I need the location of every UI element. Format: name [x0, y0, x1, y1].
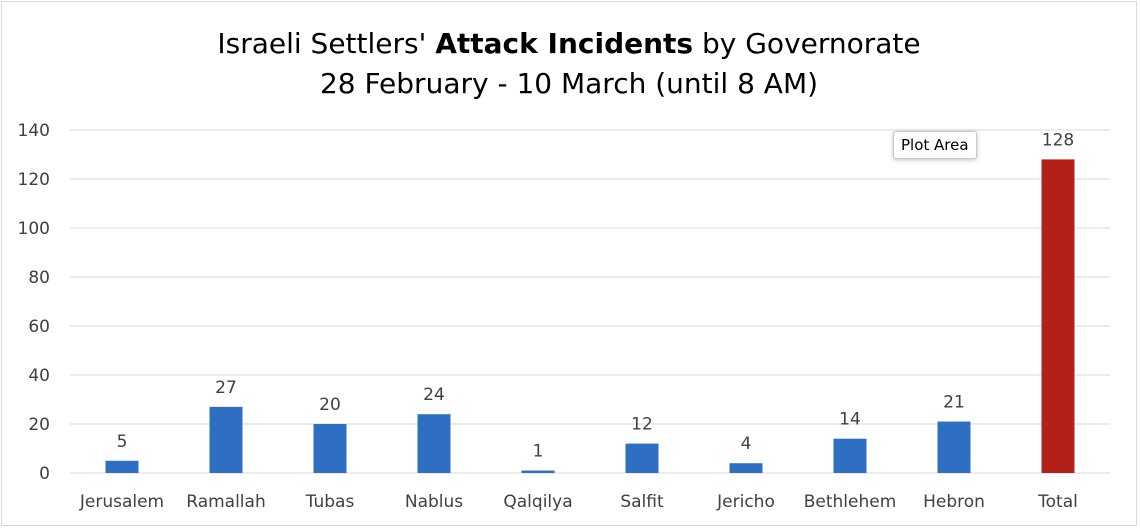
- data-label: 5: [117, 432, 128, 452]
- y-tick-label: 60: [28, 317, 50, 337]
- bar[interactable]: [729, 463, 763, 473]
- y-tick-label: 20: [28, 415, 50, 435]
- y-tick-label: 40: [28, 366, 50, 386]
- chart-title-suffix: by Governorate: [693, 27, 921, 60]
- bar[interactable]: [1041, 159, 1075, 473]
- data-label: 1: [533, 442, 544, 462]
- y-tick-label: 100: [18, 219, 50, 239]
- bar[interactable]: [209, 406, 243, 473]
- bar[interactable]: [417, 414, 451, 473]
- chart-title-line1: Israeli Settlers' Attack Incidents by Go…: [0, 24, 1138, 64]
- x-tick-label: Jericho: [716, 492, 775, 512]
- y-tick-label: 0: [39, 464, 50, 484]
- data-label: 14: [839, 410, 861, 430]
- bar[interactable]: [833, 438, 867, 473]
- data-label: 20: [319, 395, 341, 415]
- data-label: 21: [943, 393, 965, 413]
- x-tick-label: Ramallah: [186, 492, 265, 512]
- chart-title-bold: Attack Incidents: [435, 27, 694, 60]
- data-label: 4: [741, 434, 752, 454]
- x-tick-label: Salfit: [620, 492, 664, 512]
- data-label: 128: [1042, 130, 1074, 150]
- y-tick-label: 140: [18, 121, 50, 141]
- x-tick-label: Jerusalem: [79, 492, 164, 512]
- chart-title: Israeli Settlers' Attack Incidents by Go…: [0, 24, 1138, 104]
- y-tick-label: 120: [18, 170, 50, 190]
- x-tick-label: Bethlehem: [804, 492, 897, 512]
- x-tick-label: Qalqilya: [503, 492, 572, 512]
- y-tick-label: 80: [28, 268, 50, 288]
- chart-title-line2: 28 February - 10 March (until 8 AM): [319, 67, 819, 100]
- bar[interactable]: [625, 443, 659, 473]
- data-label: 27: [215, 378, 237, 398]
- x-tick-label: Tubas: [305, 492, 355, 512]
- bar[interactable]: [313, 424, 347, 473]
- x-tick-label: Hebron: [923, 492, 985, 512]
- chart-title-prefix: Israeli Settlers': [217, 27, 436, 60]
- bar[interactable]: [105, 460, 139, 473]
- plot-area-tooltip: Plot Area: [893, 131, 977, 159]
- data-label: 24: [423, 385, 445, 405]
- x-tick-label: Nablus: [405, 492, 463, 512]
- x-tick-label: Total: [1037, 492, 1078, 512]
- bar[interactable]: [937, 421, 971, 473]
- data-label: 12: [631, 415, 653, 435]
- bar[interactable]: [521, 470, 555, 473]
